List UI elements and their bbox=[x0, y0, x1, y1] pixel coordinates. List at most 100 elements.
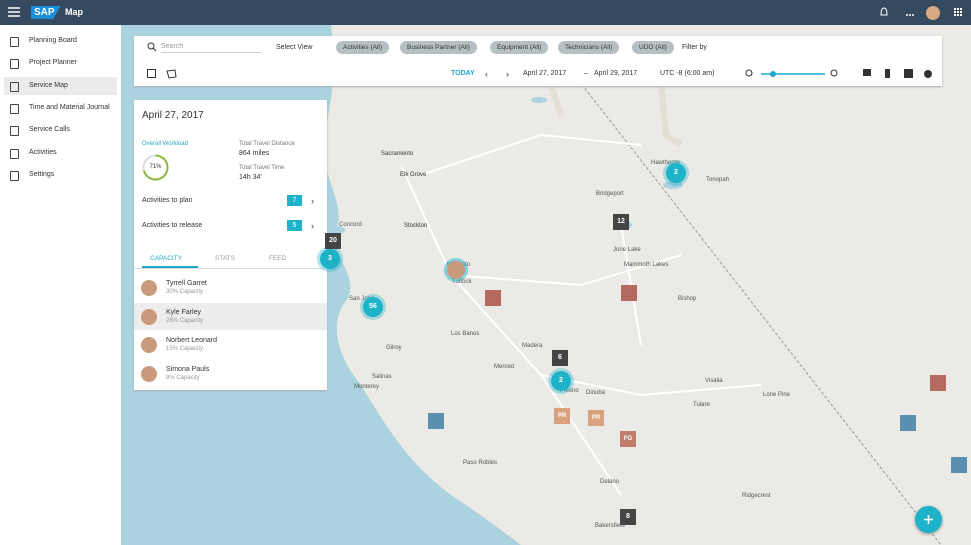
workload-label: Overall Workload bbox=[142, 141, 188, 147]
count-marker[interactable]: 12 bbox=[613, 214, 629, 230]
date-to[interactable]: April 29, 2017 bbox=[594, 70, 638, 77]
panel-date: April 27, 2017 bbox=[142, 110, 204, 121]
place-label: Paso Robles bbox=[463, 460, 498, 466]
person-name[interactable]: Tyrrell Garret bbox=[166, 280, 207, 287]
time: 14h 34' bbox=[239, 174, 262, 181]
fab[interactable] bbox=[915, 506, 942, 533]
badge-marker[interactable]: FG bbox=[620, 431, 636, 447]
person-capacity: 30% Capacity bbox=[166, 289, 204, 295]
count-marker[interactable]: 6 bbox=[552, 350, 568, 366]
side-panel bbox=[134, 100, 327, 390]
search-input[interactable]: Search bbox=[161, 43, 261, 53]
place-label: Delano bbox=[600, 479, 620, 485]
filter-chip[interactable]: Technicians (All) bbox=[558, 41, 620, 54]
date-separator: – bbox=[584, 70, 588, 77]
place-label: Sacramento bbox=[381, 151, 414, 157]
sidebar-item[interactable]: Settings bbox=[29, 170, 55, 178]
zoom-controls[interactable] bbox=[745, 68, 935, 80]
activity-marker[interactable] bbox=[900, 415, 916, 431]
sidebar-item[interactable]: Service Map bbox=[29, 81, 68, 89]
row-count: 5 bbox=[287, 220, 302, 231]
person-name[interactable]: Kyle Farley bbox=[166, 308, 202, 316]
place-label: Dinuba bbox=[586, 390, 606, 396]
technician-marker[interactable] bbox=[447, 261, 465, 279]
date-from[interactable]: April 27, 2017 bbox=[523, 70, 567, 77]
sidebar-item[interactable]: Time and Material Journal bbox=[29, 103, 110, 111]
row-count: 7 bbox=[287, 195, 302, 206]
sidebar-icon bbox=[10, 126, 19, 137]
select-view[interactable]: Select View bbox=[276, 44, 313, 51]
row-chevron: › bbox=[311, 221, 314, 231]
place-label: Bakersfield bbox=[595, 523, 625, 529]
place-label: Mammoth Lakes bbox=[624, 262, 669, 268]
place-label: June Lake bbox=[613, 247, 641, 253]
filter-chip[interactable]: UDO (All) bbox=[632, 41, 674, 54]
activity-marker[interactable] bbox=[621, 285, 637, 301]
row-label[interactable]: Activities to plan bbox=[142, 197, 193, 204]
cluster-marker[interactable]: 3 bbox=[320, 249, 340, 269]
place-label: Lone Pine bbox=[763, 392, 791, 398]
place-label: Ridgecrest bbox=[742, 493, 771, 499]
badge-marker[interactable]: PR bbox=[554, 408, 570, 424]
tab[interactable]: CAPACITY bbox=[150, 255, 183, 262]
place-label: Concord bbox=[339, 222, 362, 228]
sidebar-item[interactable]: Planning Board bbox=[29, 37, 77, 44]
filter-by[interactable]: Filter by bbox=[682, 44, 707, 51]
selected-row[interactable] bbox=[134, 303, 327, 330]
sidebar-icon bbox=[10, 103, 19, 114]
activity-marker[interactable] bbox=[428, 413, 444, 429]
place-label: San Jose bbox=[349, 296, 375, 302]
avatar bbox=[141, 308, 157, 325]
tab[interactable]: STATS bbox=[215, 255, 235, 262]
person-name[interactable]: Norbert Leonard bbox=[166, 337, 217, 344]
count-marker[interactable]: 8 bbox=[620, 509, 636, 525]
place-label: Turlock bbox=[452, 279, 472, 285]
sidebar-icon bbox=[10, 37, 19, 47]
place-label: Elk Grove bbox=[400, 172, 427, 178]
top-icons[interactable] bbox=[878, 6, 968, 20]
place-label: Visalia bbox=[705, 378, 723, 384]
filter-chip[interactable]: Business Partner (All) bbox=[400, 41, 477, 54]
cluster-marker[interactable]: 56 bbox=[363, 297, 383, 317]
workload-value: 71% bbox=[149, 164, 162, 170]
place-label: Gilroy bbox=[386, 345, 402, 351]
place-label: Monterey bbox=[354, 384, 380, 390]
activity-marker[interactable] bbox=[930, 375, 946, 391]
place-label: Hawthorne bbox=[651, 160, 681, 166]
filter-chip[interactable]: Activities (All) bbox=[336, 41, 390, 54]
sidebar-icon bbox=[10, 81, 19, 92]
activity-marker[interactable] bbox=[485, 290, 501, 306]
tab[interactable]: FEED bbox=[269, 255, 287, 262]
distance: 864 miles bbox=[239, 150, 269, 157]
distance-label: Total Travel Distance bbox=[239, 141, 295, 147]
sidebar-active bbox=[4, 76, 117, 95]
select-tools[interactable] bbox=[147, 69, 187, 81]
sidebar-item[interactable]: Activities bbox=[29, 148, 57, 156]
prev[interactable]: ‹ bbox=[485, 69, 488, 79]
cluster-marker[interactable]: 2 bbox=[551, 371, 571, 391]
place-label: Los Banos bbox=[451, 331, 480, 337]
top-bar bbox=[0, 0, 971, 25]
next[interactable]: › bbox=[506, 69, 509, 79]
tab-divider bbox=[134, 268, 327, 269]
timezone[interactable]: UTC -8 (6:00 am) bbox=[660, 70, 715, 77]
filter-chip[interactable]: Equipment (All) bbox=[490, 41, 549, 54]
sidebar-item[interactable]: Project Planner bbox=[29, 59, 77, 67]
activity-marker[interactable] bbox=[951, 457, 967, 473]
badge-marker[interactable]: PR bbox=[588, 410, 604, 426]
logo: SAP bbox=[31, 6, 61, 19]
place-label: Salinas bbox=[372, 374, 392, 380]
row-label[interactable]: Activities to release bbox=[142, 222, 203, 229]
today-button[interactable]: TODAY bbox=[451, 70, 475, 77]
place-label: Merced bbox=[494, 364, 515, 370]
avatar bbox=[141, 365, 157, 382]
avatar bbox=[141, 337, 157, 353]
avatar bbox=[141, 280, 157, 296]
count-marker[interactable]: 20 bbox=[325, 233, 341, 249]
menu-icon[interactable] bbox=[8, 7, 20, 17]
sidebar-icon bbox=[10, 170, 19, 181]
person-name[interactable]: Simona Pauls bbox=[166, 365, 210, 373]
cluster-marker[interactable]: 2 bbox=[666, 163, 686, 183]
sidebar-item[interactable]: Service Calls bbox=[29, 126, 70, 134]
